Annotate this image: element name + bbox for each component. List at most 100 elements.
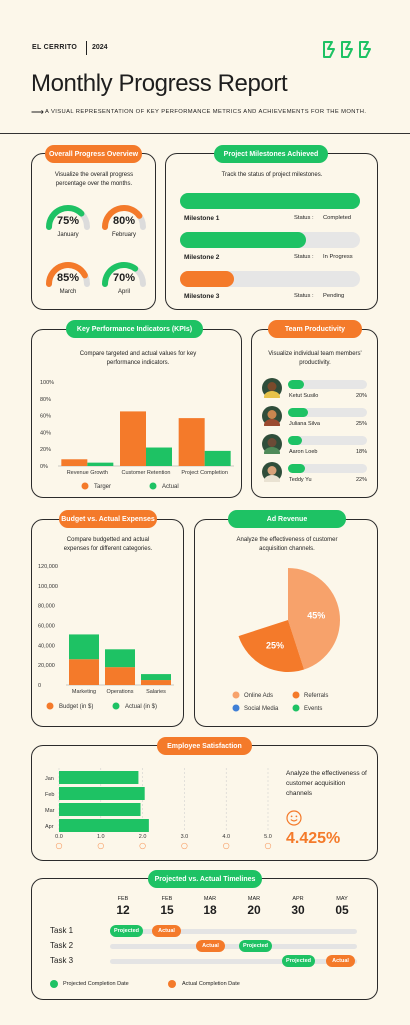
member-progress-track [288,436,367,445]
bar-budget [69,659,99,685]
avatar-head [267,466,277,475]
timeline-date-month: MAR [203,896,217,902]
legend-dot [149,482,157,490]
avatar [262,434,282,454]
kpi-title: Key Performance Indicators (KPIs) [66,320,203,338]
legend-dot [292,704,300,712]
timeline-date-month: APR [292,896,304,902]
y-tick-label: 40,000 [38,643,55,649]
avatar [262,462,282,482]
timeline-track [110,929,357,934]
kpi-bar-chart: 100% 80% 60% 40% 20% 0% Revenue Growth Customer… [40,380,234,490]
satisfaction-value: 4.425% [286,830,341,847]
timeline-date-month: MAR [247,896,261,902]
overall-progress-desc: Visualize the overall progress percentag… [54,172,134,187]
productivity-desc: Visualize individual team members' produ… [268,351,362,366]
member-percent: 25% [355,421,367,427]
report-year: 2024 [92,44,108,51]
y-tick-label: Apr [45,824,54,830]
y-tick-label: Feb [45,792,54,798]
gauge-percent: 75% [56,215,80,227]
bar-actual [146,447,172,466]
milestone-status: In Progress [323,254,353,260]
satisfaction-bar [59,787,145,800]
avatar-body [264,447,280,454]
gauge-month-label: March [59,289,77,295]
gauge-month-label: February [111,232,136,238]
y-tick-label: 80,000 [38,604,55,610]
gauge-fill [102,262,139,287]
legend-dot [112,702,120,710]
legend-dot [232,691,240,699]
y-tick-label: 60% [40,414,51,420]
y-tick-label: 20,000 [38,663,55,669]
budget-card [31,519,184,727]
x-tick-label: 1.0 [97,834,105,840]
legend-label: Referrals [304,693,328,699]
timeline-card [31,878,378,1000]
brand-logo [322,38,380,60]
x-tick-label: 4.0 [222,834,230,840]
x-tick-label: 2.0 [139,834,147,840]
avatar [262,378,282,398]
legend-dot [232,704,240,712]
page-title: Monthly Progress Report [31,70,288,97]
milestone-status: Completed [323,215,352,221]
bar-budget [105,667,135,685]
timeline-date-day: 12 [116,903,130,917]
gauge-fill [46,262,88,287]
gauge-percent: 70% [112,272,136,284]
legend-label: Actual (in $) [125,704,157,710]
ad-revenue-desc: Analyze the effectiveness of customer ac… [236,537,338,552]
y-tick-label: 40% [40,430,51,436]
member-progress-bar [288,464,306,473]
page-subtitle: A VISUAL REPRESENTATION OF KEY PERFORMAN… [45,109,367,115]
bar-actual [87,462,114,466]
kpi-desc: Compare targeted and actual values for k… [79,351,197,366]
y-tick-label: 120,000 [38,564,58,570]
legend-label: Actual [162,484,179,490]
milestones-title: Project Milestones Achieved [214,145,328,163]
satisfaction-title: Employee Satisfaction [157,737,252,755]
budget-bar-chart: 120,000 100,000 80,000 60,000 40,000 20,000 0 M… [38,564,174,710]
x-tick-label: 5.0 [264,834,272,840]
satisfaction-bar [59,771,139,784]
milestone-name: Milestone 3 [184,293,220,300]
smile-icon [181,842,188,850]
smile-icon [97,842,104,850]
avatar [262,406,282,426]
pie-slice-referrals [238,620,305,672]
legend-actual-label: Actual Completion Date [182,981,240,987]
member-progress-track [288,408,367,417]
y-tick-label: 100% [40,380,54,386]
timeline-actual-pill: Actual [196,940,225,952]
timeline-actual-pill: Actual [152,925,181,937]
legend-label: Budget (in $) [59,704,93,710]
timeline-date-month: MAY [336,896,348,902]
y-tick-label: 80% [40,397,51,403]
member-progress-bar [288,436,303,445]
member-percent: 20% [355,393,367,399]
smile-icon [286,810,302,831]
x-tick-label: 3.0 [181,834,189,840]
timeline-projected-pill: Projected [110,925,143,937]
timeline-date-month: FEB [161,896,173,902]
milestone-name: Milestone 2 [184,254,220,261]
pie-slice-label: 45% [307,611,325,621]
bar-actual [204,450,231,466]
pie-slice-online-ads [288,568,341,670]
milestone-bar [180,271,234,287]
gauge-fill [102,205,143,230]
milestones-desc: Track the status of project milestones. [221,172,323,178]
satisfaction-bar [59,819,149,832]
x-tick-label: Revenue Growth [67,470,108,476]
timeline-actual-pill: Actual [326,955,355,967]
satisfaction-bar-chart: 0.0 1.0 2.0 3.0 4.0 5.0 Jan Feb Mar Apr [45,768,272,850]
y-tick-label: 20% [40,447,51,453]
milestone-name: Milestone 1 [184,215,220,222]
timeline-task-label: Task 1 [50,926,74,935]
brand-name: EL CERRITO [32,44,78,51]
bar-targer [178,418,205,466]
pie-slice-label: 25% [266,640,284,650]
avatar-head [267,438,277,447]
